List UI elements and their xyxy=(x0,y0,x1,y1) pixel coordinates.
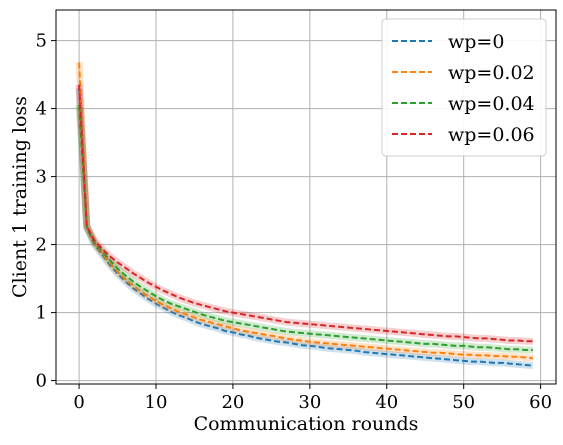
y-tick-label: 4 xyxy=(36,99,47,120)
legend-label-3: wp=0.04 xyxy=(448,93,535,115)
x-tick-label: 0 xyxy=(73,392,84,413)
x-tick-label: 30 xyxy=(298,392,321,413)
y-tick-label: 5 xyxy=(36,31,47,52)
x-tick-label: 20 xyxy=(221,392,244,413)
y-axis-label: Client 1 training loss xyxy=(9,96,31,298)
legend-label-2: wp=0.02 xyxy=(448,62,535,84)
legend-label-4: wp=0.06 xyxy=(448,124,535,146)
legend-box xyxy=(381,18,547,157)
x-tick-label: 50 xyxy=(452,392,475,413)
x-axis-label: Communication rounds xyxy=(194,413,419,435)
y-tick-label: 1 xyxy=(36,303,47,324)
x-tick-label: 10 xyxy=(145,392,168,413)
series-line-3 xyxy=(78,105,533,351)
legend: wp=0 wp=0.02 wp=0.04 wp=0.06 xyxy=(381,18,547,157)
series-line-1 xyxy=(78,88,533,367)
series-line-2 xyxy=(78,62,533,360)
series-layer xyxy=(75,62,534,370)
series-line-4 xyxy=(78,84,533,343)
x-tick-label: 60 xyxy=(529,392,552,413)
x-tick-label: 40 xyxy=(375,392,398,413)
axis-ticks: 0 10 20 30 40 50 60 0 1 2 3 4 5 xyxy=(36,31,553,413)
y-tick-label: 3 xyxy=(36,167,47,188)
legend-label-1: wp=0 xyxy=(448,31,504,53)
y-tick-label: 2 xyxy=(36,235,47,256)
plot-frame xyxy=(55,9,557,385)
y-tick-label: 0 xyxy=(36,371,47,392)
